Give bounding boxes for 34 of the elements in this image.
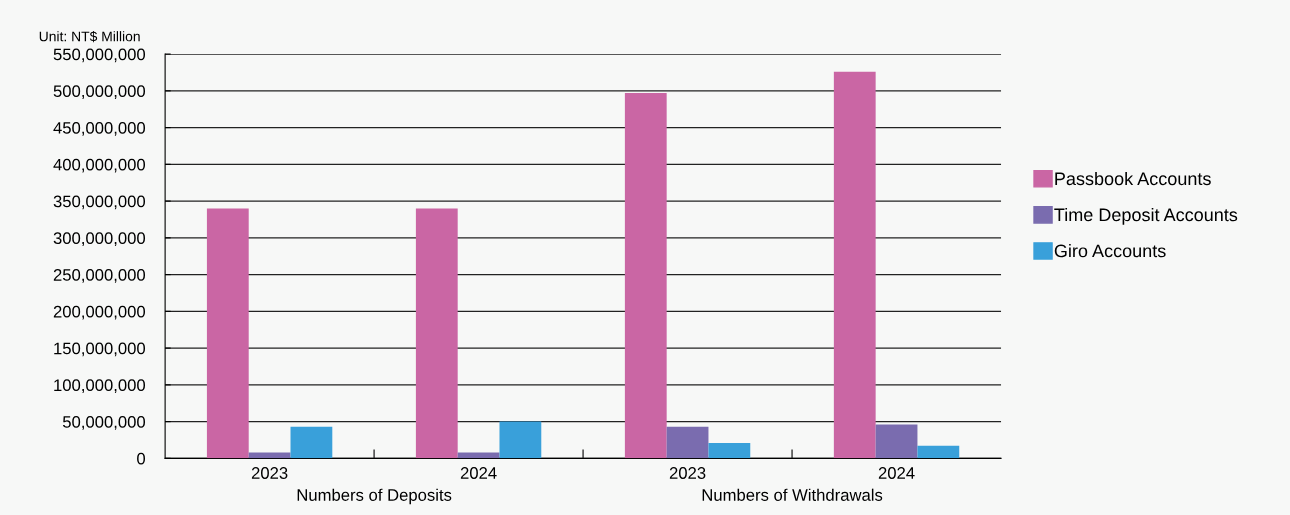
- x-tick-label: 2023: [669, 467, 706, 479]
- bar: [415, 208, 458, 459]
- bar: [917, 445, 960, 459]
- y-tick-label: 300,000,000: [53, 232, 146, 247]
- x-tick-label: 2024: [460, 467, 497, 479]
- bar: [499, 421, 542, 459]
- x-tick-label: 2023: [251, 467, 288, 479]
- y-tick-label: 400,000,000: [53, 158, 146, 173]
- y-tick-label: 0: [137, 452, 146, 465]
- bar: [875, 424, 918, 459]
- y-tick-label: 450,000,000: [53, 121, 146, 136]
- legend-label: Giro Accounts: [1054, 244, 1166, 258]
- bar: [708, 442, 751, 459]
- bar: [666, 426, 709, 459]
- bar: [624, 93, 667, 459]
- y-tick-label: 250,000,000: [53, 268, 146, 283]
- y-tick-label: 350,000,000: [53, 195, 146, 210]
- bar: [833, 71, 876, 459]
- y-tick-label: 100,000,000: [54, 379, 146, 394]
- text: Numbers of Withdrawals: [702, 488, 883, 501]
- legend-label: Time Deposit Accounts: [1054, 207, 1238, 225]
- y-tick-label: 50,000,000: [62, 416, 146, 430]
- y-tick-label: 150,000,000: [54, 342, 146, 357]
- y-tick-label: 550,000,000: [53, 48, 146, 63]
- bar: [290, 426, 333, 459]
- text: Numbers of Deposits: [297, 488, 452, 505]
- bar: [248, 452, 291, 459]
- bar: [457, 452, 500, 459]
- y-tick-label: 500,000,000: [53, 85, 146, 99]
- bar: [206, 208, 249, 459]
- text: Unit: NT$ Million: [39, 30, 140, 43]
- y-tick-label: 200,000,000: [53, 305, 146, 320]
- x-tick-label: 2024: [878, 467, 915, 479]
- legend-label: Passbook Accounts: [1055, 171, 1211, 186]
